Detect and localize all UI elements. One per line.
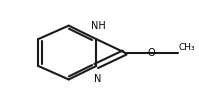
Text: NH: NH <box>91 21 105 31</box>
Text: O: O <box>147 48 155 58</box>
Text: N: N <box>94 74 102 84</box>
Text: CH₃: CH₃ <box>179 43 195 52</box>
